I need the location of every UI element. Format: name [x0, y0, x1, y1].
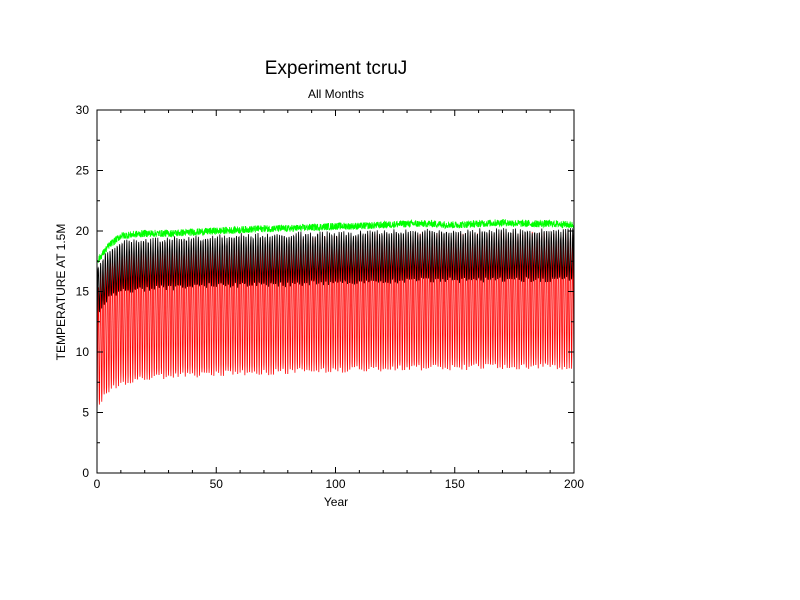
series-line-max	[96, 218, 575, 263]
y-tick-label: 10	[76, 345, 90, 359]
series-line-mean	[96, 228, 575, 317]
y-tick-label: 25	[76, 164, 90, 178]
y-tick-label: 5	[82, 406, 89, 420]
x-tick-label: 50	[210, 477, 224, 491]
y-tick-label: 30	[76, 103, 90, 117]
chart-subtitle: All Months	[308, 87, 364, 101]
x-axis-label: Year	[324, 495, 348, 509]
x-tick-label: 0	[94, 477, 101, 491]
y-tick-label: 0	[82, 466, 89, 480]
y-tick-label: 15	[76, 285, 90, 299]
y-tick-label: 20	[76, 224, 90, 238]
x-tick-label: 100	[325, 477, 345, 491]
series-line-min	[96, 231, 575, 412]
x-tick-label: 200	[564, 477, 584, 491]
x-tick-label: 150	[445, 477, 465, 491]
y-axis-label: TEMPERATURE AT 1.5M	[54, 224, 68, 361]
chart-title: Experiment tcruJ	[265, 58, 408, 79]
series-layer	[96, 218, 575, 412]
ticks-layer: 0 50 100 150 200 0 5 10 15 20 25 30	[76, 103, 585, 491]
